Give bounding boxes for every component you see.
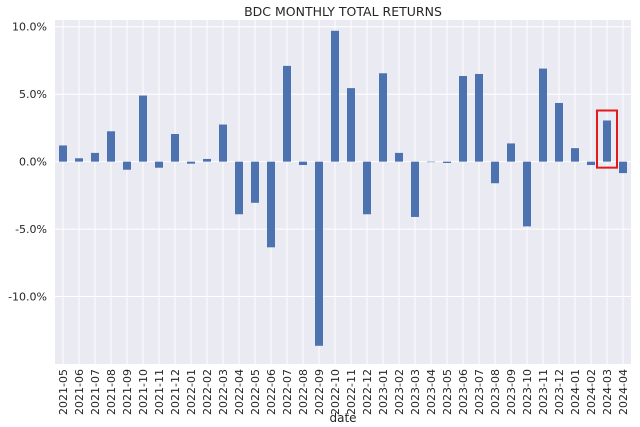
bar <box>315 161 323 346</box>
x-tick-label: 2021-08 <box>105 369 118 415</box>
bar <box>619 161 627 174</box>
y-tick-label: 10.0% <box>12 21 47 34</box>
x-tick-label: 2022-05 <box>249 369 262 415</box>
x-tick-label: 2023-12 <box>553 369 566 415</box>
bar <box>395 152 403 162</box>
bar <box>571 148 579 162</box>
y-tick-label: -10.0% <box>8 291 47 304</box>
bar <box>555 102 563 162</box>
x-tick-label: 2024-02 <box>585 369 598 415</box>
x-tick-label: 2023-08 <box>489 369 502 415</box>
bar <box>331 30 339 162</box>
x-tick-label: 2024-01 <box>569 369 582 415</box>
bar <box>203 158 211 162</box>
bar <box>219 124 227 162</box>
bar <box>283 65 291 162</box>
plot-area <box>55 20 631 364</box>
bar <box>379 73 387 162</box>
y-tick-label: 0.0% <box>19 156 47 169</box>
x-tick-label: 2022-04 <box>233 369 246 415</box>
bar <box>155 161 163 168</box>
chart-title: BDC MONTHLY TOTAL RETURNS <box>244 4 442 19</box>
x-tick-label: 2022-09 <box>313 369 326 415</box>
bar <box>123 161 131 170</box>
x-tick-label: 2022-10 <box>329 369 342 415</box>
x-axis-label: date <box>329 411 356 425</box>
bar <box>187 161 195 164</box>
x-tick-label: 2023-06 <box>457 369 470 415</box>
x-tick-label: 2022-12 <box>361 369 374 415</box>
highlight-box <box>596 109 618 169</box>
bar <box>91 152 99 162</box>
bar <box>459 75 467 162</box>
bar <box>411 161 419 217</box>
bars <box>59 30 627 346</box>
x-tick-label: 2021-10 <box>137 369 150 415</box>
x-tick-label: 2023-04 <box>425 369 438 415</box>
x-tick-label: 2022-01 <box>185 369 198 415</box>
bar <box>267 161 275 248</box>
bar <box>539 68 547 162</box>
y-tick-label: -5.0% <box>15 223 47 236</box>
x-tick-label: 2022-08 <box>297 369 310 415</box>
bar <box>347 88 355 162</box>
x-tick-label: 2023-03 <box>409 369 422 415</box>
x-tick-label: 2022-07 <box>281 369 294 415</box>
x-tick-label: 2023-07 <box>473 369 486 415</box>
highlight-box-group <box>596 109 618 169</box>
y-tick-label: 5.0% <box>19 88 47 101</box>
bar <box>75 158 83 162</box>
x-tick-label: 2022-11 <box>345 369 358 415</box>
bar <box>171 133 179 162</box>
bar <box>427 161 435 163</box>
x-tick-label: 2022-03 <box>217 369 230 415</box>
bar <box>59 145 67 162</box>
x-tick-label: 2022-02 <box>201 369 214 415</box>
bar <box>299 161 307 166</box>
x-tick-label: 2021-05 <box>57 369 70 415</box>
x-tick-label: 2021-06 <box>73 369 86 415</box>
x-tick-label: 2024-03 <box>601 369 614 415</box>
bar <box>507 143 515 162</box>
bar <box>363 161 371 215</box>
bar <box>251 161 259 203</box>
x-tick-label: 2023-10 <box>521 369 534 415</box>
bar <box>523 161 531 227</box>
bar <box>491 161 499 184</box>
x-tick-label: 2023-09 <box>505 369 518 415</box>
x-tick-label: 2021-12 <box>169 369 182 415</box>
bar <box>603 120 611 162</box>
bar <box>139 95 147 162</box>
x-tick-label: 2022-06 <box>265 369 278 415</box>
bar <box>475 73 483 162</box>
x-tick-label: 2021-11 <box>153 369 166 415</box>
bar <box>235 161 243 215</box>
x-tick-label: 2024-04 <box>617 369 630 415</box>
x-axis-ticks: 2021-05 2021-06 2021-07 2021-08 2021-09 2021-… <box>57 369 630 415</box>
x-tick-label: 2021-07 <box>89 369 102 415</box>
x-tick-label: 2021-09 <box>121 369 134 415</box>
bar <box>443 161 451 163</box>
x-tick-label: 2023-11 <box>537 369 550 415</box>
x-tick-label: 2023-02 <box>393 369 406 415</box>
bar <box>587 161 595 166</box>
x-tick-label: 2023-01 <box>377 369 390 415</box>
x-tick-label: 2023-05 <box>441 369 454 415</box>
y-axis-ticks: 10.0% 5.0% 0.0% -5.0% -10.0% <box>8 21 47 304</box>
bar <box>107 131 115 162</box>
